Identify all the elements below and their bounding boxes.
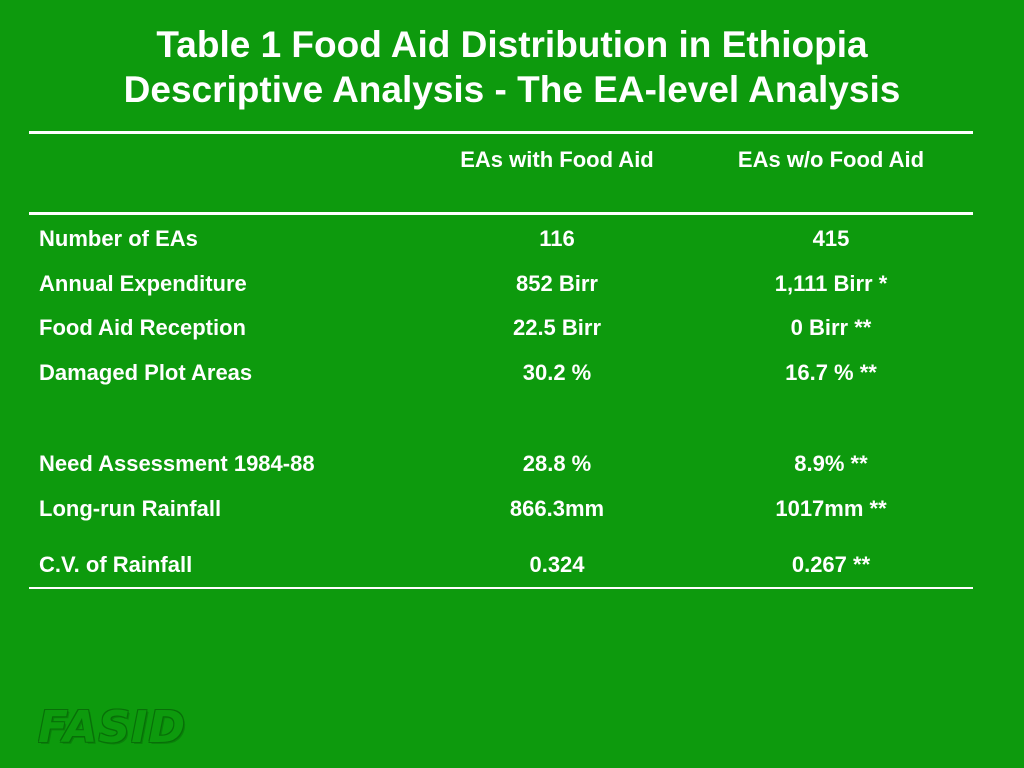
row-value-with-aid: 866.3mm [509, 496, 605, 521]
row-value-without-aid: 0 Birr ** [790, 315, 872, 340]
row-label: Damaged Plot Areas [39, 360, 253, 385]
row-value-with-aid: 852 Birr [516, 271, 598, 296]
row-value-without-aid: 415 [812, 226, 850, 251]
row-value-with-aid: 30.2 % [522, 360, 592, 385]
table-top-rule [29, 131, 973, 134]
table-row: Damaged Plot Areas 30.2 % 16.7 % ** [29, 360, 973, 451]
row-value-with-aid: 0.324 [529, 552, 585, 577]
row-value-with-aid: 116 [539, 226, 575, 251]
row-label: Food Aid Reception [39, 315, 246, 340]
fasid-logo: FASID [38, 702, 187, 753]
table-row: Number of EAs 116 415 [29, 215, 973, 271]
row-label: C.V. of Rainfall [39, 552, 193, 577]
table-header-row: EAs with Food Aid EAs w/o Food Aid [29, 134, 973, 212]
table-row: Food Aid Reception 22.5 Birr 0 Birr ** [29, 315, 973, 360]
header-with-aid: EAs with Food Aid [460, 147, 654, 172]
row-value-without-aid: 1,111 Birr * [774, 271, 888, 296]
row-value-without-aid: 16.7 % ** [785, 360, 877, 385]
table-bottom-rule [29, 587, 973, 589]
row-label: Annual Expenditure [39, 271, 247, 296]
row-value-without-aid: 0.267 ** [791, 552, 871, 577]
slide-title: Table 1 Food Aid Distribution in Ethiopi… [0, 22, 1024, 112]
row-value-with-aid: 28.8 % [522, 451, 592, 476]
header-without-aid: EAs w/o Food Aid [737, 147, 925, 172]
row-value-with-aid: 22.5 Birr [512, 315, 602, 340]
title-line-2: Descriptive Analysis - The EA-level Anal… [123, 69, 901, 110]
row-label: Number of EAs [39, 226, 198, 251]
table-row: C.V. of Rainfall 0.324 0.267 ** [29, 552, 973, 587]
table-row: Annual Expenditure 852 Birr 1,111 Birr * [29, 271, 973, 315]
row-label: Long-run Rainfall [39, 496, 222, 521]
row-value-without-aid: 1017mm ** [775, 496, 887, 521]
data-table: EAs with Food Aid EAs w/o Food Aid Numbe… [29, 131, 973, 589]
row-value-without-aid: 8.9% ** [794, 451, 868, 476]
table-row: Long-run Rainfall 866.3mm 1017mm ** [29, 496, 973, 552]
title-line-1: Table 1 Food Aid Distribution in Ethiopi… [156, 24, 868, 65]
row-label: Need Assessment 1984-88 [39, 451, 315, 476]
table-row: Need Assessment 1984-88 28.8 % 8.9% ** [29, 451, 973, 496]
table-header-rule [29, 212, 973, 215]
